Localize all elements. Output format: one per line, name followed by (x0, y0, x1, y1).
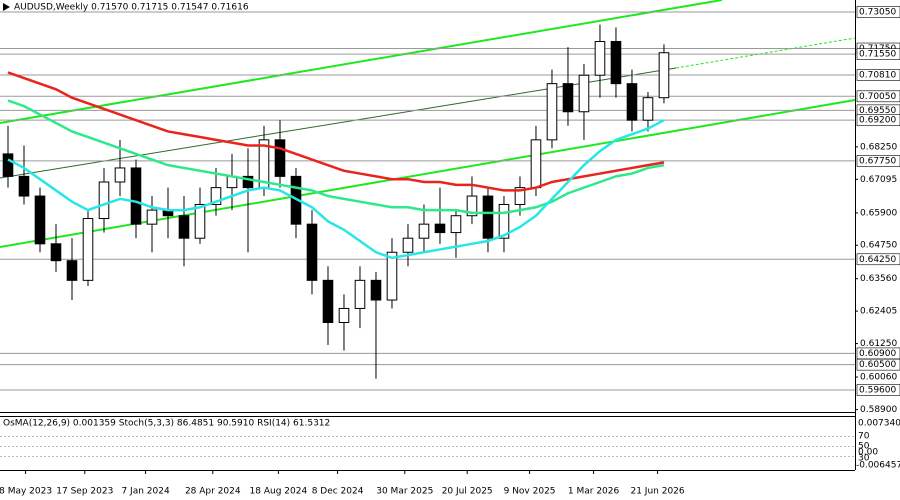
level-label: 0.71550 (859, 50, 896, 60)
y-tick-label: 0.65900 (860, 208, 897, 218)
candle-body (34, 195, 46, 245)
candle-body (354, 279, 366, 309)
y-tick-label: 0.68250 (860, 142, 897, 152)
candle-body (546, 83, 558, 141)
x-tick-label: 7 Jan 2024 (121, 487, 169, 497)
level-label: 0.73050 (859, 7, 896, 17)
x-tick-label: 30 Mar 2025 (376, 487, 433, 497)
level-label: 0.70810 (859, 70, 896, 80)
level-label-box (856, 90, 900, 103)
candle-body (146, 209, 158, 225)
level-label: 0.59600 (859, 385, 896, 395)
x-tick-label: 9 Nov 2025 (504, 487, 556, 497)
candle-body (242, 175, 254, 189)
x-tick-label: 21 Jun 2026 (630, 487, 684, 497)
candle-body (338, 307, 350, 324)
candle-body (530, 139, 542, 189)
osc-scale-label: 50 (858, 442, 870, 452)
level-label-box (856, 384, 900, 396)
y-tick-label: 0.60060 (860, 373, 897, 383)
candle-body (370, 279, 382, 301)
level-label: 0.69550 (859, 106, 896, 116)
moving-average (7, 119, 665, 260)
candle-body (2, 153, 14, 177)
candle-body (82, 218, 94, 281)
level-label: 0.67750 (859, 156, 896, 166)
candle-body (658, 52, 670, 99)
candle-body (274, 139, 286, 177)
candle-body (130, 167, 142, 225)
oscillator-title: OsMA(12,26,9) 0.001359 Stoch(5,3,3) 86.4… (3, 419, 330, 429)
level-label: 0.64250 (859, 255, 896, 265)
y-tick-label: 0.67095 (860, 175, 897, 185)
candle-body (578, 74, 590, 113)
candle-body (210, 187, 222, 205)
candle-body (386, 251, 398, 301)
candle-body (498, 203, 510, 239)
x-tick-label: 18 Aug 2024 (250, 487, 308, 497)
candle-body (450, 215, 462, 234)
x-tick-label: 1 Mar 2026 (568, 487, 620, 497)
channel-extension (675, 37, 856, 69)
y-tick-label: 0.64750 (860, 241, 897, 251)
y-tick-label: 0.58900 (860, 405, 897, 415)
y-tick-label: 0.61250 (860, 339, 897, 349)
candle-body (98, 181, 110, 220)
candle-body (18, 175, 30, 197)
candle-body (594, 41, 606, 76)
level-label-box (856, 69, 900, 81)
candle-body (434, 223, 446, 234)
moving-average (7, 99, 665, 215)
trend-line (0, 0, 723, 124)
candle-body (306, 223, 318, 281)
x-tick-label: 28 Apr 2024 (185, 487, 241, 497)
symbol-icon (3, 3, 10, 11)
candle-body (178, 215, 190, 239)
candle-body (562, 83, 574, 113)
candle-body (514, 187, 526, 205)
level-label: 0.60900 (859, 349, 896, 359)
level-label: 0.60500 (859, 360, 896, 370)
moving-average (7, 71, 665, 192)
candle-body (610, 41, 622, 85)
level-label-box (856, 114, 900, 126)
osc-scale-label: 70 (858, 432, 870, 442)
level-label: 0.70050 (859, 92, 896, 102)
level-label-box (856, 48, 900, 60)
candle-body (466, 195, 478, 217)
level-label-box (856, 358, 900, 371)
x-tick-label: 17 Sep 2023 (56, 487, 113, 497)
y-tick-label: 0.62405 (860, 307, 897, 317)
level-label-box (856, 253, 900, 266)
candle-body (626, 83, 638, 121)
candle-body (402, 237, 414, 253)
candle-body (50, 243, 62, 262)
candle-body (418, 223, 430, 239)
osc-scale-label: 0.007340 (858, 419, 900, 429)
level-label: 0.69200 (859, 116, 896, 126)
osc-scale-label: -0.006457 (856, 461, 900, 471)
level-label-box (856, 6, 900, 18)
x-tick-label: 8 Dec 2024 (312, 487, 364, 497)
x-tick-label: 8 May 2023 (0, 487, 52, 497)
x-tick-label: 20 Jul 2025 (442, 487, 493, 497)
osc-scale-label: 30 (858, 454, 870, 464)
candle-body (322, 279, 334, 324)
candle-body (114, 167, 126, 183)
candle-body (482, 195, 494, 239)
chart-title: AUDUSD,Weekly 0.71570 0.71715 0.71547 0.… (14, 3, 249, 13)
candle-body (66, 260, 78, 281)
candle-body (194, 203, 206, 239)
candle-body (642, 97, 654, 121)
trend-line (0, 99, 856, 248)
level-label-box (856, 155, 900, 167)
y-tick-label: 0.63560 (860, 274, 897, 284)
osc-scale-label: 0.00 (858, 448, 878, 458)
